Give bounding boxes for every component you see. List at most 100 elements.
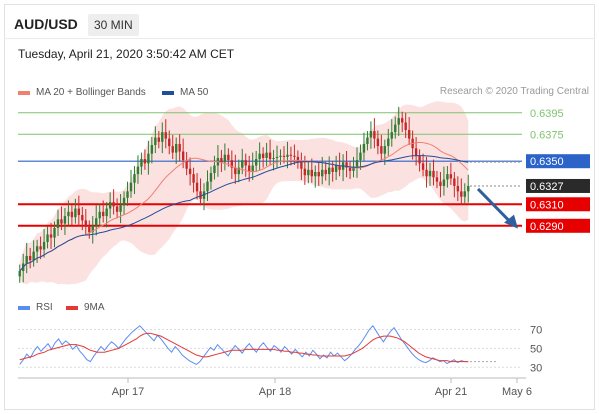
candle-body [366,137,369,144]
level-label: 0.6350 [530,156,564,168]
candle-body [115,206,119,212]
candle-body [355,160,359,167]
candle-body [387,138,390,147]
candle-body [390,132,393,139]
candle-body [195,182,199,192]
x-tick-label: Apr 21 [435,386,467,398]
candle-body [456,185,460,192]
candle-body [171,146,174,153]
candle-body [414,148,418,156]
candle-body [359,152,362,161]
candle-body [418,155,421,164]
candle-body [314,171,317,177]
bollinger-band [19,101,469,285]
candle-body [376,138,380,147]
candle-body [334,165,338,172]
candle-body [453,178,456,186]
candle-body [168,138,171,147]
candle-body [449,174,453,179]
candle-body [105,208,108,217]
rsi9-swatch [66,305,78,310]
level-label: 0.6395 [530,108,564,120]
candle-body [463,191,466,197]
level-label-bg [526,197,590,212]
level-label: 0.6310 [530,199,564,211]
forecast-arrow [476,187,514,225]
candle-body [112,202,115,207]
candle-body [289,154,293,156]
candle-body [206,181,209,192]
candle-body [244,160,247,166]
candle-body [32,251,35,261]
candle-body [157,137,161,142]
candle-body [241,160,244,168]
candle-body [122,197,126,206]
rsi-swatch [18,305,30,310]
candle-body [223,154,227,163]
candle-body [324,169,327,175]
legend-rsi: RSI [18,302,53,313]
candle-body [88,226,91,233]
candle-body [28,255,32,261]
candle-body [175,143,178,153]
rsi-line [19,324,469,366]
candle-body [230,160,234,168]
candle-body [143,159,147,164]
candle-body [282,155,286,157]
candle-body [293,155,296,157]
candle-body [234,167,237,175]
candle-body [213,165,216,174]
candle-body [310,169,313,177]
candle-body [237,167,240,175]
candle-body [369,131,373,138]
candle-body [279,155,282,157]
level-label: 0.6375 [530,129,564,141]
candle-body [70,211,74,218]
candle-body [209,173,213,182]
candle-body [188,168,192,175]
candle-body [383,146,387,154]
candle-body [56,219,60,228]
timeframe-badge[interactable]: 30 MIN [88,14,139,36]
candle-body [265,152,268,158]
candle-body [286,154,289,157]
candle-body [140,159,143,167]
candle-body [81,215,84,221]
legend-ma50: MA 50 [162,87,208,98]
candle-body [192,174,195,183]
level-label: 0.6327 [530,181,564,193]
forecast-arrow-head [504,214,518,229]
rsi-tick-label: 70 [530,325,542,337]
candle-body [307,169,310,176]
candle-body [254,159,258,166]
candle-body [439,181,442,186]
candle-body [60,219,63,224]
candle-body [421,163,425,170]
legend-ma20: MA 20 + Bollinger Bands [18,87,146,98]
ma20-label: MA 20 + Bollinger Bands [36,87,146,98]
ma20-line [19,141,469,272]
candle-body [77,208,81,216]
candle-body [397,118,400,125]
legend-rsi9: 9MA [66,302,105,313]
ma50-label: MA 50 [180,87,209,98]
candle-body [39,246,42,250]
symbol-title: AUD/USD [14,16,78,32]
rsi9-label: 9MA [84,302,105,313]
candle-body [95,218,98,226]
x-tick-label: Apr 18 [259,386,291,398]
candle-body [150,145,154,154]
candle-body [248,165,251,172]
candle-body [428,170,432,177]
ma20-swatch [18,90,30,95]
candle-body [258,153,261,160]
candle-body [272,157,275,160]
candle-body [327,167,331,175]
ma50-line [19,155,469,272]
candle-body [147,153,150,164]
candle-body [380,146,383,154]
candle-body [199,191,202,199]
candle-body [164,132,167,139]
rsi-label: RSI [36,302,53,313]
